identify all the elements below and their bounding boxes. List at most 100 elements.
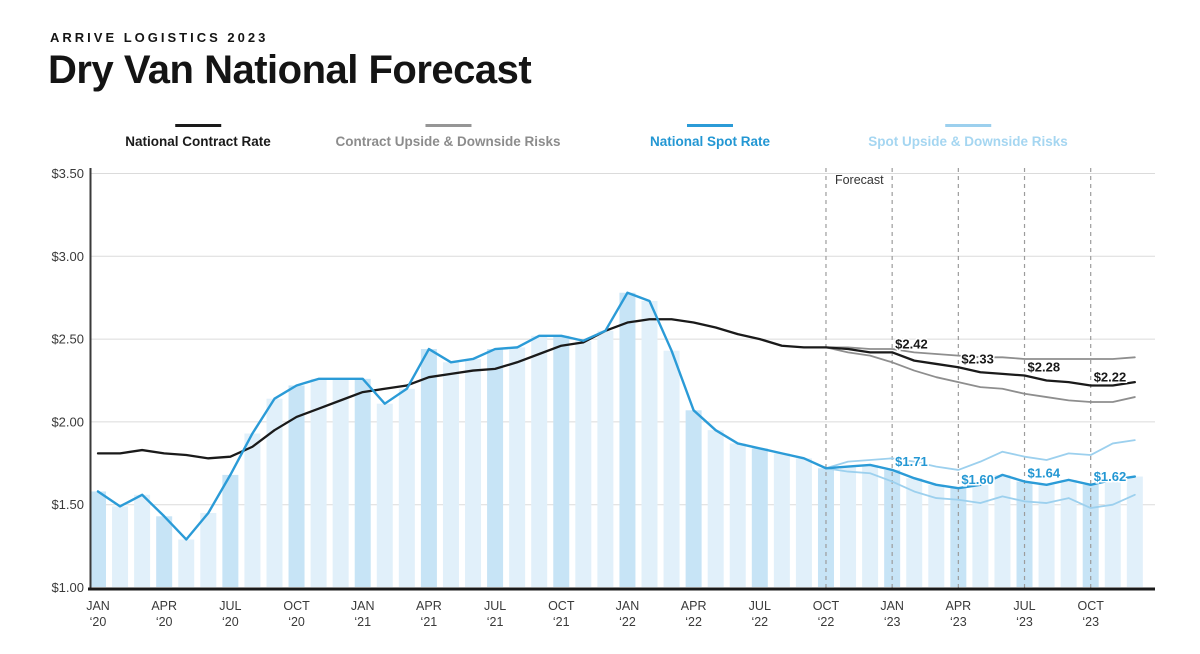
spot-bar — [1060, 479, 1077, 587]
x-axis-tick-year: ‘21 — [354, 615, 371, 629]
spot-bar — [729, 443, 746, 587]
legend-swatch-icon — [686, 124, 733, 127]
spot-bar — [244, 433, 261, 587]
spot-bar — [994, 474, 1011, 587]
legend-label: National Spot Rate — [649, 134, 771, 149]
brand-eyebrow: ARRIVE LOGISTICS 2023 — [50, 30, 269, 45]
spot-bar — [619, 292, 636, 587]
x-axis-tick-year: ‘22 — [751, 615, 768, 629]
spot-value-label: $1.60 — [961, 472, 994, 487]
spot-bar — [685, 410, 702, 587]
x-axis-tick-month: APR — [945, 599, 971, 613]
contract-rate-line — [96, 318, 1136, 460]
spot-bar — [840, 466, 857, 587]
spot-bar — [641, 301, 658, 587]
x-axis-tick-year: ‘22 — [818, 615, 835, 629]
contract-upside-risk-line — [825, 346, 1136, 360]
y-axis-tick-label: $1.50 — [51, 497, 84, 512]
legend-swatch-icon — [944, 124, 991, 127]
legend-label: Spot Upside & Downside Risks — [868, 134, 1068, 149]
legend-item-0: National Contract Rate — [125, 124, 271, 149]
spot-bar — [707, 430, 724, 587]
spot-bar — [795, 458, 812, 587]
spot-bar — [222, 474, 239, 587]
spot-value-label: $1.62 — [1094, 469, 1127, 484]
value-labels: $2.42 $2.33 $2.28 $2.22 $1.71 $1.60 $1.64 $1.62 — [894, 335, 1128, 489]
forecast-dashed-lines: Forecast — [825, 168, 1092, 588]
spot-bar — [1016, 481, 1033, 587]
spot-bar — [817, 468, 834, 587]
spot-bar — [332, 378, 349, 587]
forecast-label: Forecast — [835, 173, 884, 187]
legend-item-2: National Spot Rate — [650, 124, 770, 149]
x-axis-tick-month: OCT — [813, 599, 840, 613]
spot-downside-risk-line — [825, 467, 1136, 509]
page-title: Dry Van National Forecast — [48, 48, 532, 92]
x-axis-tick-month: JAN — [86, 599, 110, 613]
legend-swatch-icon — [424, 124, 471, 127]
spot-bar — [310, 378, 327, 587]
spot-bar — [266, 398, 283, 587]
x-axis-tick-year: ‘20 — [90, 615, 107, 629]
x-axis-tick-month: JUL — [484, 599, 506, 613]
contract-value-label: $2.42 — [895, 336, 928, 351]
chart-legend: National Contract Rate Contract Upside & … — [0, 124, 1200, 154]
x-axis-tick-year: ‘23 — [884, 615, 901, 629]
x-axis-tick-month: JAN — [616, 599, 640, 613]
spot-bar — [178, 539, 195, 587]
x-axis-tick-month: OCT — [283, 599, 310, 613]
x-axis-tick-year: ‘23 — [1016, 615, 1033, 629]
x-axis-tick-year: ‘20 — [288, 615, 305, 629]
spot-bar — [1126, 476, 1143, 587]
x-axis-tick-month: JUL — [219, 599, 241, 613]
spot-bar — [398, 388, 415, 587]
x-axis-tick-month: APR — [681, 599, 707, 613]
x-axis-tick-year: ‘22 — [619, 615, 636, 629]
contract-downside-risk-line — [825, 346, 1136, 403]
spot-bar — [90, 491, 106, 587]
spot-bar — [354, 378, 371, 587]
spot-bar — [972, 484, 989, 587]
spot-bar — [442, 362, 459, 587]
x-axis-tick-month: JAN — [351, 599, 375, 613]
x-axis-tick-month: JUL — [749, 599, 771, 613]
x-axis-tick-month: APR — [151, 599, 177, 613]
y-axis-tick-label: $1.00 — [51, 580, 84, 595]
contract-value-label: $2.33 — [961, 351, 994, 366]
y-axis-tick-label: $2.50 — [51, 332, 84, 347]
legend-item-3: Spot Upside & Downside Risks — [868, 124, 1068, 149]
x-axis-tick-year: ‘21 — [421, 615, 438, 629]
spot-bar — [1082, 484, 1099, 587]
x-axis-tick-year: ‘21 — [487, 615, 504, 629]
spot-bar — [531, 335, 548, 587]
x-axis-tick-month: JUL — [1013, 599, 1035, 613]
spot-bar — [928, 484, 945, 587]
spot-bar — [509, 347, 526, 587]
legend-label: National Contract Rate — [125, 134, 271, 149]
contract-value-label: $2.28 — [1028, 360, 1061, 375]
x-axis-tick-month: JAN — [880, 599, 904, 613]
x-axis-tick-labels: JAN ‘20 APR ‘20 JUL ‘20 OCT ‘20 JAN ‘21 APR ‘21 JUL ‘… — [86, 599, 1104, 629]
legend-label: Contract Upside & Downside Risks — [335, 134, 561, 149]
spot-bar — [553, 335, 570, 587]
spot-bar — [1038, 484, 1055, 587]
x-axis-tick-month: APR — [416, 599, 442, 613]
spot-bar — [376, 403, 393, 587]
spot-bar — [420, 349, 437, 587]
spot-bar — [751, 448, 768, 587]
spot-bar — [487, 349, 504, 587]
spot-value-label: $1.64 — [1028, 466, 1061, 481]
y-axis-tick-label: $3.50 — [51, 166, 84, 181]
spot-bar — [156, 516, 173, 587]
spot-bar — [663, 350, 680, 587]
spot-bar — [288, 385, 305, 587]
x-axis-tick-month: OCT — [1078, 599, 1105, 613]
spot-bar — [112, 506, 129, 587]
spot-bar — [906, 478, 923, 587]
spot-bar — [465, 358, 482, 587]
x-axis-tick-month: OCT — [548, 599, 575, 613]
x-axis-tick-year: ‘20 — [156, 615, 173, 629]
spot-bar — [134, 494, 151, 587]
spot-value-label: $1.71 — [895, 454, 928, 469]
y-axis-tick-label: $2.00 — [51, 414, 84, 429]
